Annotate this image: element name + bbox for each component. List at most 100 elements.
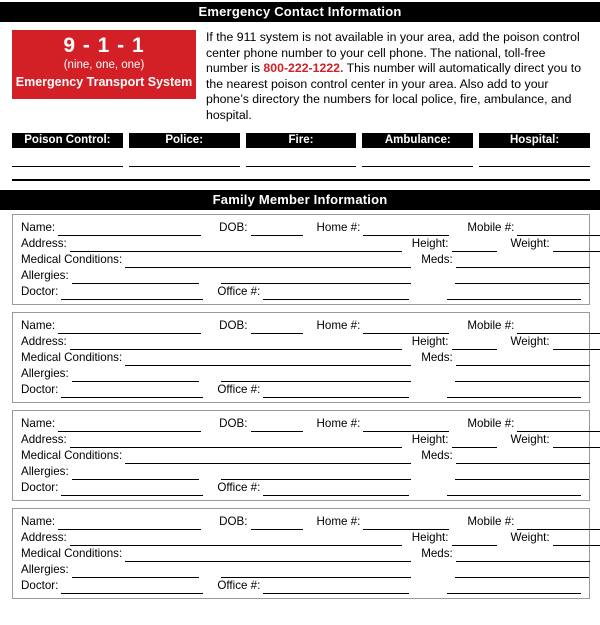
paragraph-part-one: If the 911 system is not available in yo… [206,30,580,76]
label-meds: Meds: [421,448,453,462]
input-name[interactable] [58,420,202,432]
emergency-transport-system-label: Emergency Transport System [15,75,193,89]
input-doctor[interactable] [61,484,204,496]
input-doctor-extra[interactable] [447,582,582,594]
label-dob: DOB: [219,416,248,430]
input-home-number[interactable] [363,224,450,236]
input-weight[interactable] [552,534,600,546]
input-dob[interactable] [250,420,303,432]
input-mobile-number[interactable] [517,322,600,334]
label-office-number: Office #: [217,382,261,396]
family-member-cards: Name: DOB: Home #: Mobile #: Address: He… [0,210,600,599]
input-height[interactable] [451,534,497,546]
label-height: Height: [411,236,449,250]
input-address[interactable] [69,534,402,546]
input-office-number[interactable] [263,582,410,594]
input-office-number[interactable] [263,484,410,496]
service-write-line-poison-control[interactable] [12,165,123,167]
input-address[interactable] [69,436,402,448]
poison-control-hotline-number: 800-222-1222. [263,61,344,76]
input-allergies-one[interactable] [71,468,199,480]
input-weight[interactable] [552,338,600,350]
input-meds[interactable] [455,354,590,366]
label-name: Name: [21,514,56,528]
input-height[interactable] [451,240,497,252]
member-row-allergies: Allergies: [21,562,589,578]
input-dob[interactable] [250,322,303,334]
input-doctor[interactable] [61,386,204,398]
input-weight[interactable] [552,436,600,448]
input-mobile-number[interactable] [517,420,600,432]
input-meds[interactable] [455,550,590,562]
input-office-number[interactable] [263,386,410,398]
label-mobile-number: Mobile #: [467,416,515,430]
label-weight: Weight: [510,334,550,348]
member-row-doctor: Doctor: Office #: [21,382,582,398]
input-allergies-two[interactable] [220,566,411,578]
label-home-number: Home #: [316,318,361,332]
member-row-address: Address: Height: Weight: [21,530,600,546]
input-medical-conditions[interactable] [125,354,412,366]
input-doctor-extra[interactable] [447,288,582,300]
input-address[interactable] [69,240,402,252]
member-row-doctor: Doctor: Office #: [21,480,582,496]
member-row-name: Name: DOB: Home #: Mobile #: [21,220,600,236]
input-allergies-three[interactable] [454,566,589,578]
input-allergies-two[interactable] [220,370,411,382]
input-name[interactable] [58,518,202,530]
input-name[interactable] [58,224,202,236]
input-home-number[interactable] [363,518,450,530]
label-weight: Weight: [510,530,550,544]
input-doctor-extra[interactable] [447,386,582,398]
input-allergies-three[interactable] [454,272,589,284]
input-office-number[interactable] [263,288,410,300]
label-name: Name: [21,220,56,234]
input-doctor[interactable] [61,288,204,300]
member-row-allergies: Allergies: [21,268,589,284]
member-row-address: Address: Height: Weight: [21,334,600,350]
input-allergies-three[interactable] [454,370,589,382]
input-weight[interactable] [552,240,600,252]
label-office-number: Office #: [217,480,261,494]
input-dob[interactable] [250,518,303,530]
input-allergies-two[interactable] [220,272,411,284]
service-write-line-hospital[interactable] [479,165,590,167]
family-member-card-4: Name: DOB: Home #: Mobile #: Address: He… [12,507,600,599]
service-write-line-fire[interactable] [245,165,357,167]
input-allergies-two[interactable] [220,468,411,480]
label-home-number: Home #: [316,220,361,234]
input-medical-conditions[interactable] [125,550,412,562]
input-allergies-three[interactable] [454,468,589,480]
input-height[interactable] [451,436,497,448]
input-home-number[interactable] [363,420,450,432]
input-doctor[interactable] [61,582,204,594]
input-doctor-extra[interactable] [447,484,582,496]
service-write-line-ambulance[interactable] [362,165,474,167]
input-meds[interactable] [455,256,590,268]
label-mobile-number: Mobile #: [467,220,515,234]
input-allergies-one[interactable] [71,566,199,578]
label-medical-conditions: Medical Conditions: [21,252,123,266]
service-label-poison-control: Poison Control: [12,132,123,148]
service-label-police: Police: [128,132,240,148]
service-write-line-police[interactable] [128,165,240,167]
input-mobile-number[interactable] [517,224,600,236]
service-column-ambulance: Ambulance: [362,132,474,167]
label-dob: DOB: [219,514,248,528]
paragraph-part-two: This number will automatically direct yo… [206,61,582,122]
input-allergies-one[interactable] [71,370,199,382]
input-address[interactable] [69,338,402,350]
input-allergies-one[interactable] [71,272,199,284]
service-label-ambulance: Ambulance: [362,132,474,148]
input-name[interactable] [58,322,202,334]
family-member-section-header: Family Member Information [0,189,600,210]
input-height[interactable] [451,338,497,350]
input-meds[interactable] [455,452,590,464]
label-mobile-number: Mobile #: [467,318,515,332]
input-home-number[interactable] [363,322,450,334]
input-dob[interactable] [250,224,303,236]
label-meds: Meds: [421,546,453,560]
input-medical-conditions[interactable] [125,256,412,268]
input-medical-conditions[interactable] [125,452,412,464]
input-mobile-number[interactable] [517,518,600,530]
